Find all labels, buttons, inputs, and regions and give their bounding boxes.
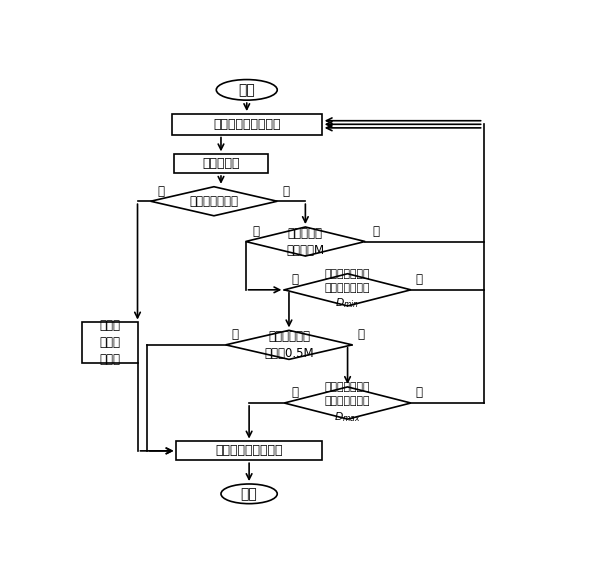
Text: 否: 否 <box>372 225 379 238</box>
Text: 该点与上一个候
选点的距离大于
$D_{min}$: 该点与上一个候 选点的距离大于 $D_{min}$ <box>325 270 370 310</box>
Text: 将起点设置为候选点: 将起点设置为候选点 <box>213 118 281 131</box>
Text: 是: 是 <box>157 185 165 198</box>
Text: 是: 是 <box>232 328 238 341</box>
Bar <box>172 114 322 135</box>
Polygon shape <box>226 331 352 360</box>
Text: 开始: 开始 <box>238 83 255 97</box>
Text: 将该点
设置为
候选点: 将该点 设置为 候选点 <box>99 319 120 366</box>
Text: 否: 否 <box>416 273 423 286</box>
Ellipse shape <box>221 484 277 504</box>
Polygon shape <box>284 387 411 419</box>
Polygon shape <box>151 187 277 216</box>
Text: 该点的方向
变化大于M: 该点的方向 变化大于M <box>286 227 324 256</box>
Bar <box>177 442 322 460</box>
Text: 否: 否 <box>357 328 364 341</box>
Ellipse shape <box>217 80 277 100</box>
Text: 将该点设置为候选点: 将该点设置为候选点 <box>215 444 283 457</box>
Text: 是: 是 <box>291 386 298 399</box>
Text: 是: 是 <box>252 225 260 238</box>
Text: 该点与上一个候
选点的距离大于
$D_{max}$: 该点与上一个候 选点的距离大于 $D_{max}$ <box>325 382 370 424</box>
Text: 结束: 结束 <box>241 487 258 501</box>
Text: 检测下一点: 检测下一点 <box>202 157 240 170</box>
Text: 否: 否 <box>416 386 423 399</box>
Text: 该点是不是终点: 该点是不是终点 <box>189 195 238 208</box>
Polygon shape <box>246 227 365 256</box>
Text: 是: 是 <box>291 273 298 286</box>
Text: 该点的方向变
化大于0.5M: 该点的方向变 化大于0.5M <box>264 330 314 360</box>
Polygon shape <box>284 274 411 306</box>
Bar <box>82 322 137 363</box>
Text: 否: 否 <box>282 185 289 198</box>
Bar <box>174 155 268 173</box>
